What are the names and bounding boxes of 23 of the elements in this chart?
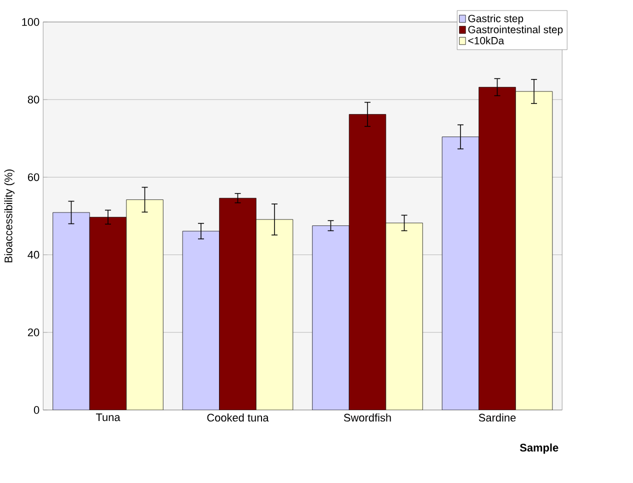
y-axis-title: Bioaccessibility (%): [4, 169, 14, 262]
legend-label: <10kDa: [468, 36, 504, 44]
x-tick-label: Cooked tuna: [207, 414, 269, 422]
x-tick-label: Tuna: [96, 414, 120, 422]
y-tick-label: 60: [28, 173, 40, 182]
y-tick-label: 80: [28, 96, 40, 104]
bar: [219, 198, 256, 410]
y-tick-label: 40: [28, 250, 40, 259]
bar: [89, 216, 127, 410]
bar: [312, 225, 350, 410]
y-tick-label: 0: [34, 406, 40, 414]
x-axis-title: Sample: [520, 444, 558, 454]
bar: [182, 230, 220, 410]
legend-label: Gastric step: [468, 14, 524, 24]
x-tick-label: Sardine: [478, 414, 516, 422]
y-tick-label: 20: [28, 328, 40, 336]
bar: [52, 212, 90, 410]
x-tick-label: Swordfish: [344, 414, 391, 422]
bar: [442, 136, 480, 410]
bar: [478, 86, 516, 410]
y-tick-label: 100: [22, 18, 40, 26]
legend-label: Gastrointestinal step: [468, 26, 563, 36]
bar: [348, 114, 386, 410]
